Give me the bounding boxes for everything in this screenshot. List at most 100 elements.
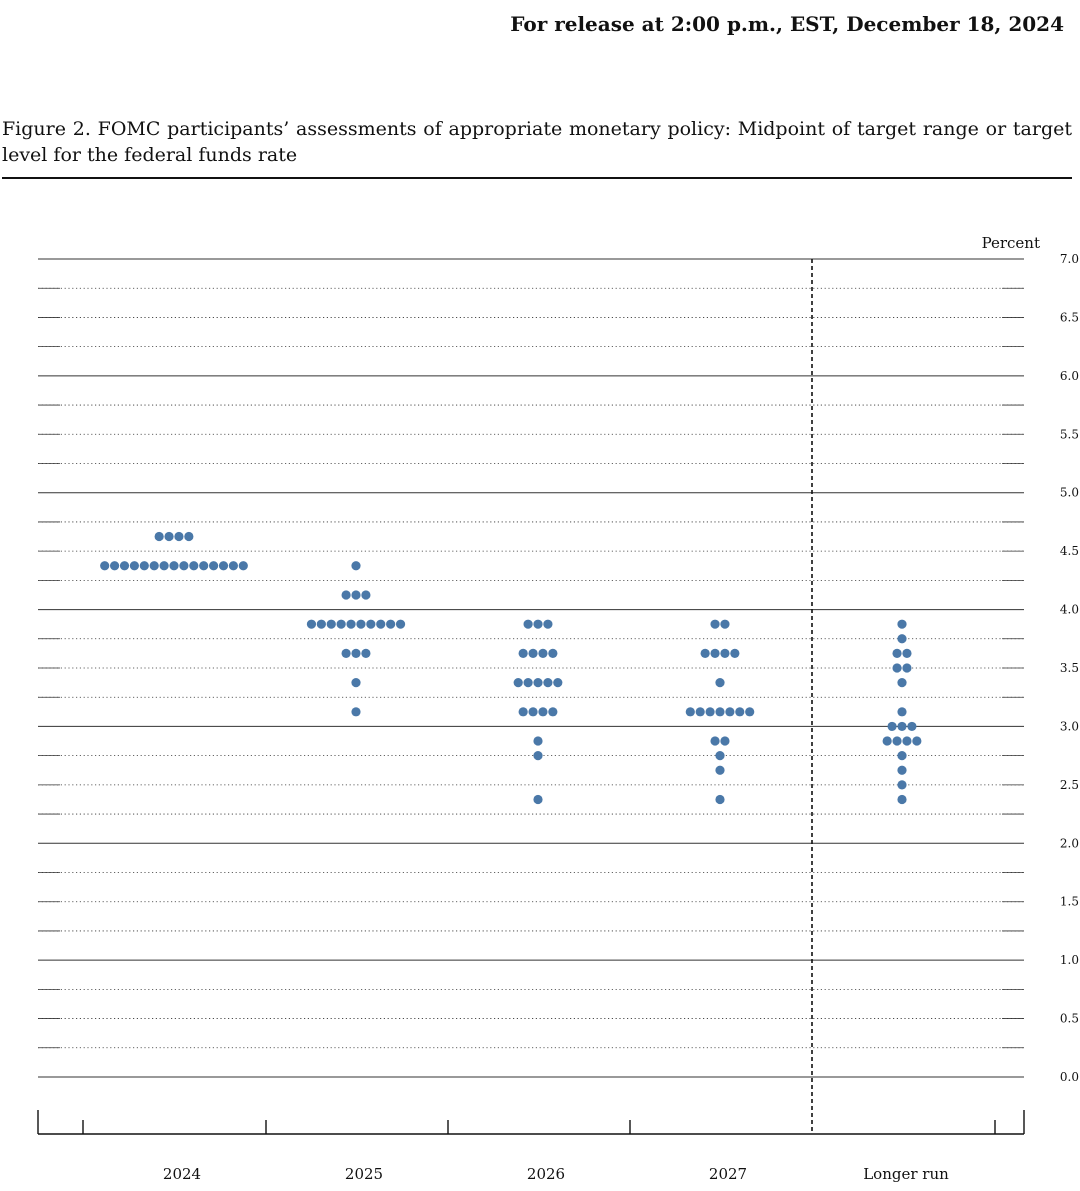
y-tick-label: 1.5 xyxy=(1060,895,1079,909)
projection-dot xyxy=(715,794,725,805)
projection-dot xyxy=(306,619,317,629)
projection-dot xyxy=(351,648,361,658)
y-tick-labels: 0.0 0.5 1.0 1.5 2.0 2.5 3.0 3.5 4.0 4.5 5.0 5.5 6.0 6… xyxy=(1060,252,1079,1084)
projection-dot xyxy=(892,648,902,658)
projection-dot xyxy=(735,707,745,717)
projection-dot xyxy=(533,736,543,746)
x-tick-label: 2026 xyxy=(527,1165,565,1183)
projection-dot xyxy=(119,561,130,571)
projection-dot xyxy=(695,707,705,717)
dots xyxy=(100,531,922,805)
projection-dot xyxy=(543,678,553,688)
projection-dot xyxy=(538,648,548,658)
projection-dot xyxy=(149,561,159,571)
projection-dot xyxy=(897,751,907,761)
projection-dot xyxy=(218,561,229,571)
title-rule xyxy=(2,177,1072,179)
projection-dot xyxy=(715,751,725,761)
projection-dot xyxy=(184,531,194,542)
projection-dot xyxy=(902,736,912,746)
projection-dot xyxy=(533,619,543,629)
projection-dot xyxy=(892,663,902,673)
release-note: For release at 2:00 p.m., EST, December … xyxy=(510,12,1064,36)
projection-dot xyxy=(351,590,361,600)
x-tick-label: 2025 xyxy=(345,1165,383,1183)
projection-dot xyxy=(745,707,755,717)
projection-dot xyxy=(366,619,376,629)
projection-dot xyxy=(376,619,386,629)
projection-dot xyxy=(897,780,907,790)
y-tick-label: 3.0 xyxy=(1060,719,1079,733)
projection-dot xyxy=(892,736,902,746)
projection-dot xyxy=(528,707,538,717)
x-tick-label: 2024 xyxy=(163,1165,201,1183)
projection-dot xyxy=(518,707,528,717)
projection-dot xyxy=(238,561,248,571)
projection-dot xyxy=(710,736,720,746)
y-tick-label: 0.5 xyxy=(1060,1012,1079,1026)
projection-dot xyxy=(110,561,120,571)
projection-dot xyxy=(361,590,371,600)
projection-dot xyxy=(528,648,538,658)
projection-dot xyxy=(316,619,326,629)
y-tick-label: 2.0 xyxy=(1060,836,1079,850)
projection-dot xyxy=(533,678,543,688)
projection-dot xyxy=(341,648,351,658)
projection-dot xyxy=(897,678,907,688)
projection-dot xyxy=(129,561,139,571)
x-axis xyxy=(37,259,1025,1135)
projection-dot xyxy=(179,561,189,571)
projection-dot xyxy=(897,721,907,732)
projection-dot xyxy=(897,634,907,644)
projection-dot xyxy=(907,721,917,732)
projection-dot xyxy=(100,561,110,571)
projection-dot xyxy=(351,561,361,571)
projection-dot xyxy=(902,648,912,658)
projection-dot xyxy=(887,721,897,732)
projection-dot xyxy=(548,707,558,717)
projection-dot xyxy=(154,531,164,542)
projection-dot xyxy=(685,707,695,717)
projection-dot xyxy=(897,619,907,629)
x-tick-label: 2027 xyxy=(709,1165,747,1183)
y-axis-label: Percent xyxy=(982,234,1040,252)
projection-dot xyxy=(139,561,149,571)
y-tick-label: 4.0 xyxy=(1060,603,1079,617)
projection-dot xyxy=(199,561,209,571)
projection-dot xyxy=(897,765,907,775)
projection-dot xyxy=(336,619,346,629)
projection-dot xyxy=(523,619,533,629)
x-tick-labels: 2024 2025 2026 2027 Longer run xyxy=(163,1165,949,1183)
projection-dot xyxy=(326,619,336,629)
projection-dot xyxy=(897,794,907,805)
projection-dot xyxy=(346,619,356,629)
projection-dot xyxy=(209,561,219,571)
projection-dot xyxy=(523,678,533,688)
y-tick-label: 6.0 xyxy=(1060,369,1079,383)
projection-dot xyxy=(710,648,720,658)
projection-dot xyxy=(730,648,740,658)
y-tick-label: 4.5 xyxy=(1060,544,1079,558)
projection-dot xyxy=(159,561,169,571)
projection-dot xyxy=(538,707,548,717)
gridlines xyxy=(38,258,1024,1078)
projection-dot xyxy=(715,765,725,775)
projection-dot xyxy=(553,678,563,688)
projection-dot xyxy=(715,707,725,717)
projection-dot xyxy=(228,561,238,571)
projection-dot xyxy=(386,619,396,629)
projection-dot xyxy=(395,619,406,629)
projection-dot xyxy=(174,531,184,542)
projection-dot xyxy=(169,561,179,571)
projection-dot xyxy=(720,619,730,629)
projection-dot xyxy=(543,619,553,629)
projection-dot xyxy=(725,707,735,717)
projection-dot xyxy=(548,648,558,658)
y-tick-label: 5.0 xyxy=(1060,486,1079,500)
projection-dot xyxy=(720,736,730,746)
y-tick-label: 7.0 xyxy=(1060,252,1079,266)
y-tick-label: 5.5 xyxy=(1060,427,1079,441)
x-tick-label: Longer run xyxy=(863,1165,949,1183)
projection-dot xyxy=(513,678,523,688)
